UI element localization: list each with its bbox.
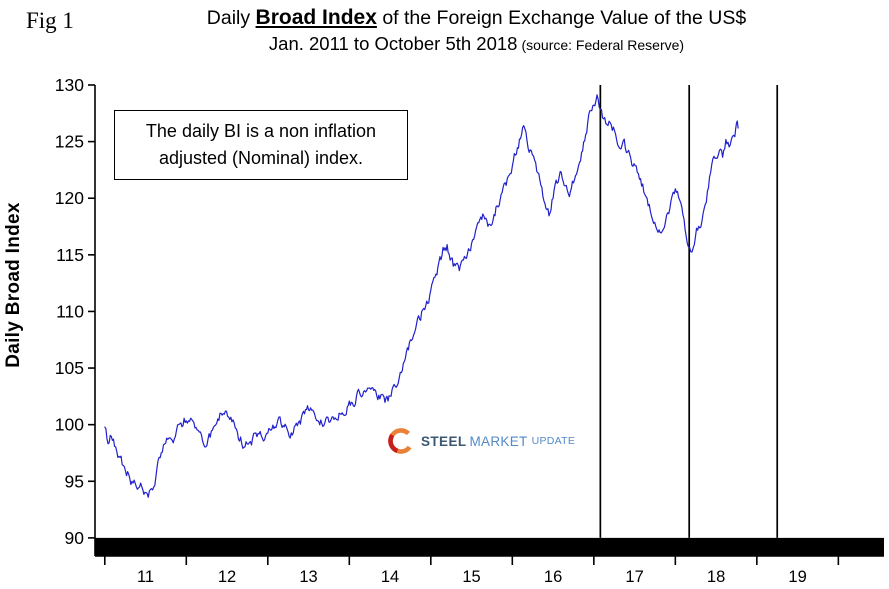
logo-steel-text: STEEL	[421, 433, 467, 449]
logo-swirl-icon	[388, 428, 414, 454]
y-tick-label: 95	[65, 471, 84, 491]
logo-market-text: MARKET	[469, 433, 528, 449]
title-suffix: of the Foreign Exchange Value of the US$	[376, 7, 747, 29]
title-prefix: Daily	[206, 7, 256, 29]
chart-title: Daily Broad Index of the Foreign Exchang…	[70, 5, 883, 31]
broad-index-series-line	[104, 94, 739, 498]
y-tick-label: 120	[55, 188, 84, 208]
x-tick-label: 17	[625, 568, 643, 586]
y-tick-label: 125	[55, 132, 84, 152]
annotation-box: The daily BI is a non inflation adjusted…	[114, 110, 408, 180]
chart-subtitle: Jan. 2011 to October 5th 2018 (source: Fe…	[70, 32, 883, 55]
title-emphasis: Broad Index	[255, 6, 377, 29]
y-tick-label: 115	[56, 245, 84, 265]
y-tick-label: 90	[65, 528, 85, 548]
y-tick-label: 100	[55, 415, 84, 435]
x-tick-label: 13	[299, 568, 317, 586]
y-tick-label: 105	[55, 358, 84, 378]
x-tick-label: 18	[707, 568, 725, 586]
subtitle-source: (source: Federal Reserve)	[521, 37, 685, 54]
x-tick-label: 11	[137, 568, 154, 586]
annotation-line1: The daily BI is a non inflation	[145, 121, 377, 141]
watermark-logo: STEEL MARKET UPDATE	[386, 426, 575, 456]
figure-number: Fig 1	[26, 8, 74, 33]
x-tick-label: 16	[544, 568, 562, 586]
x-tick-label: 15	[462, 568, 480, 586]
x-tick-label: 12	[218, 568, 236, 586]
logo-update-text: UPDATE	[531, 435, 576, 447]
chart-title-block: Daily Broad Index of the Foreign Exchang…	[70, 5, 883, 55]
y-tick-label: 130	[55, 75, 84, 95]
x-tick-label: 14	[381, 568, 399, 586]
subtitle-range: Jan. 2011 to October 5th 2018	[268, 33, 518, 55]
annotation-line2: adjusted (Nominal) index.	[158, 148, 364, 168]
x-tick-label: 19	[788, 568, 806, 586]
x-axis-band	[95, 537, 884, 556]
y-tick-label: 110	[56, 301, 84, 321]
